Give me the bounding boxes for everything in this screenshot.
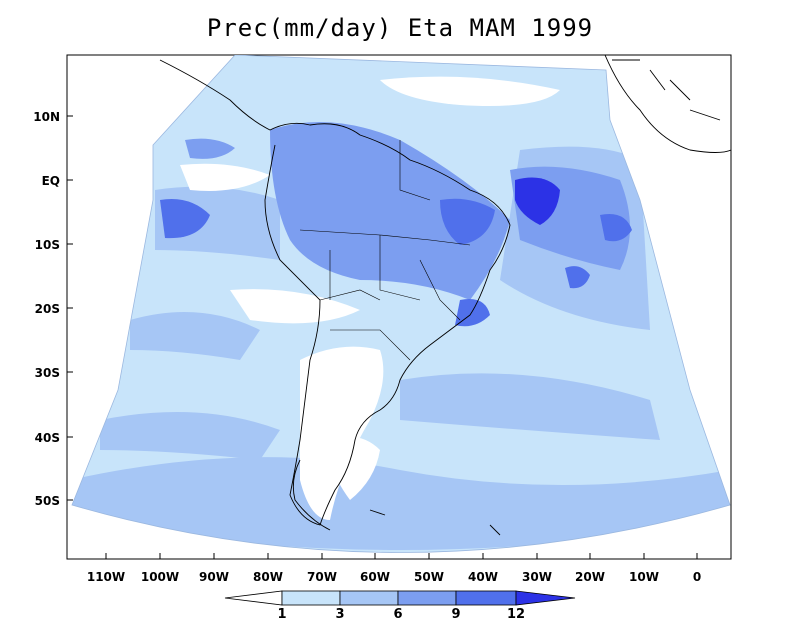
lat-tick-label: 10N <box>33 110 60 124</box>
colorbar-segment <box>339 590 399 606</box>
lon-tick: 60W <box>360 553 390 584</box>
lon-tick: 30W <box>522 553 552 584</box>
colorbar-segment <box>515 590 576 606</box>
colorbar-label: 3 <box>335 607 344 618</box>
lon-tick: 10W <box>629 553 659 584</box>
colorbar-label: 6 <box>393 607 402 618</box>
lat-tick-label: 20S <box>35 302 60 316</box>
lon-tick: 70W <box>307 553 337 584</box>
lon-tick: 50W <box>414 553 444 584</box>
lat-tick-label: 10S <box>35 238 60 252</box>
lon-tick-label: 80W <box>253 570 283 584</box>
lon-tick: 100W <box>141 553 179 584</box>
colorbar-label: 12 <box>507 607 525 618</box>
lon-tick: 20W <box>575 553 605 584</box>
lon-tick-label: 30W <box>522 570 552 584</box>
precip-field <box>71 55 731 553</box>
colorbar-segment <box>224 590 283 606</box>
lat-tick: EQ <box>42 174 73 188</box>
lon-tick: 0 <box>693 553 701 584</box>
country-borders <box>299 140 471 361</box>
lat-tick: 30S <box>35 366 73 380</box>
lat-axis: 10N EQ 10S 20S 30S 40S 50S <box>33 110 73 508</box>
colorbar-segment <box>397 590 457 606</box>
lon-tick: 90W <box>199 553 229 584</box>
lon-axis: 110W 100W 90W 80W 70W 60W 50W 40W <box>87 553 701 584</box>
lon-tick: 110W <box>87 553 125 584</box>
lon-tick-label: 60W <box>360 570 390 584</box>
lat-tick-label: 30S <box>35 366 60 380</box>
coastlines <box>159 55 731 536</box>
lat-tick: 10S <box>35 238 73 252</box>
lon-tick-label: 50W <box>414 570 444 584</box>
lon-tick-label: 110W <box>87 570 125 584</box>
lat-tick: 40S <box>35 431 73 445</box>
lat-tick: 50S <box>35 494 73 508</box>
lon-tick-label: 20W <box>575 570 605 584</box>
colorbar <box>224 590 576 606</box>
lon-tick-label: 0 <box>693 570 701 584</box>
lon-tick-label: 70W <box>307 570 337 584</box>
lat-tick-label: EQ <box>42 174 60 188</box>
lat-tick: 10N <box>33 110 73 124</box>
colorbar-segment <box>281 590 341 606</box>
colorbar-label: 9 <box>451 607 460 618</box>
lon-tick: 40W <box>468 553 498 584</box>
colorbar-segment <box>455 590 517 606</box>
lon-tick-label: 40W <box>468 570 498 584</box>
lat-tick-label: 40S <box>35 431 60 445</box>
lon-tick-label: 100W <box>141 570 179 584</box>
lat-tick: 20S <box>35 302 73 316</box>
lon-tick-label: 10W <box>629 570 659 584</box>
colorbar-label: 1 <box>277 607 286 618</box>
lat-tick-label: 50S <box>35 494 60 508</box>
map-title: Prec(mm/day) Eta MAM 1999 <box>206 14 594 42</box>
lon-tick: 80W <box>253 553 283 584</box>
lon-tick-label: 90W <box>199 570 229 584</box>
